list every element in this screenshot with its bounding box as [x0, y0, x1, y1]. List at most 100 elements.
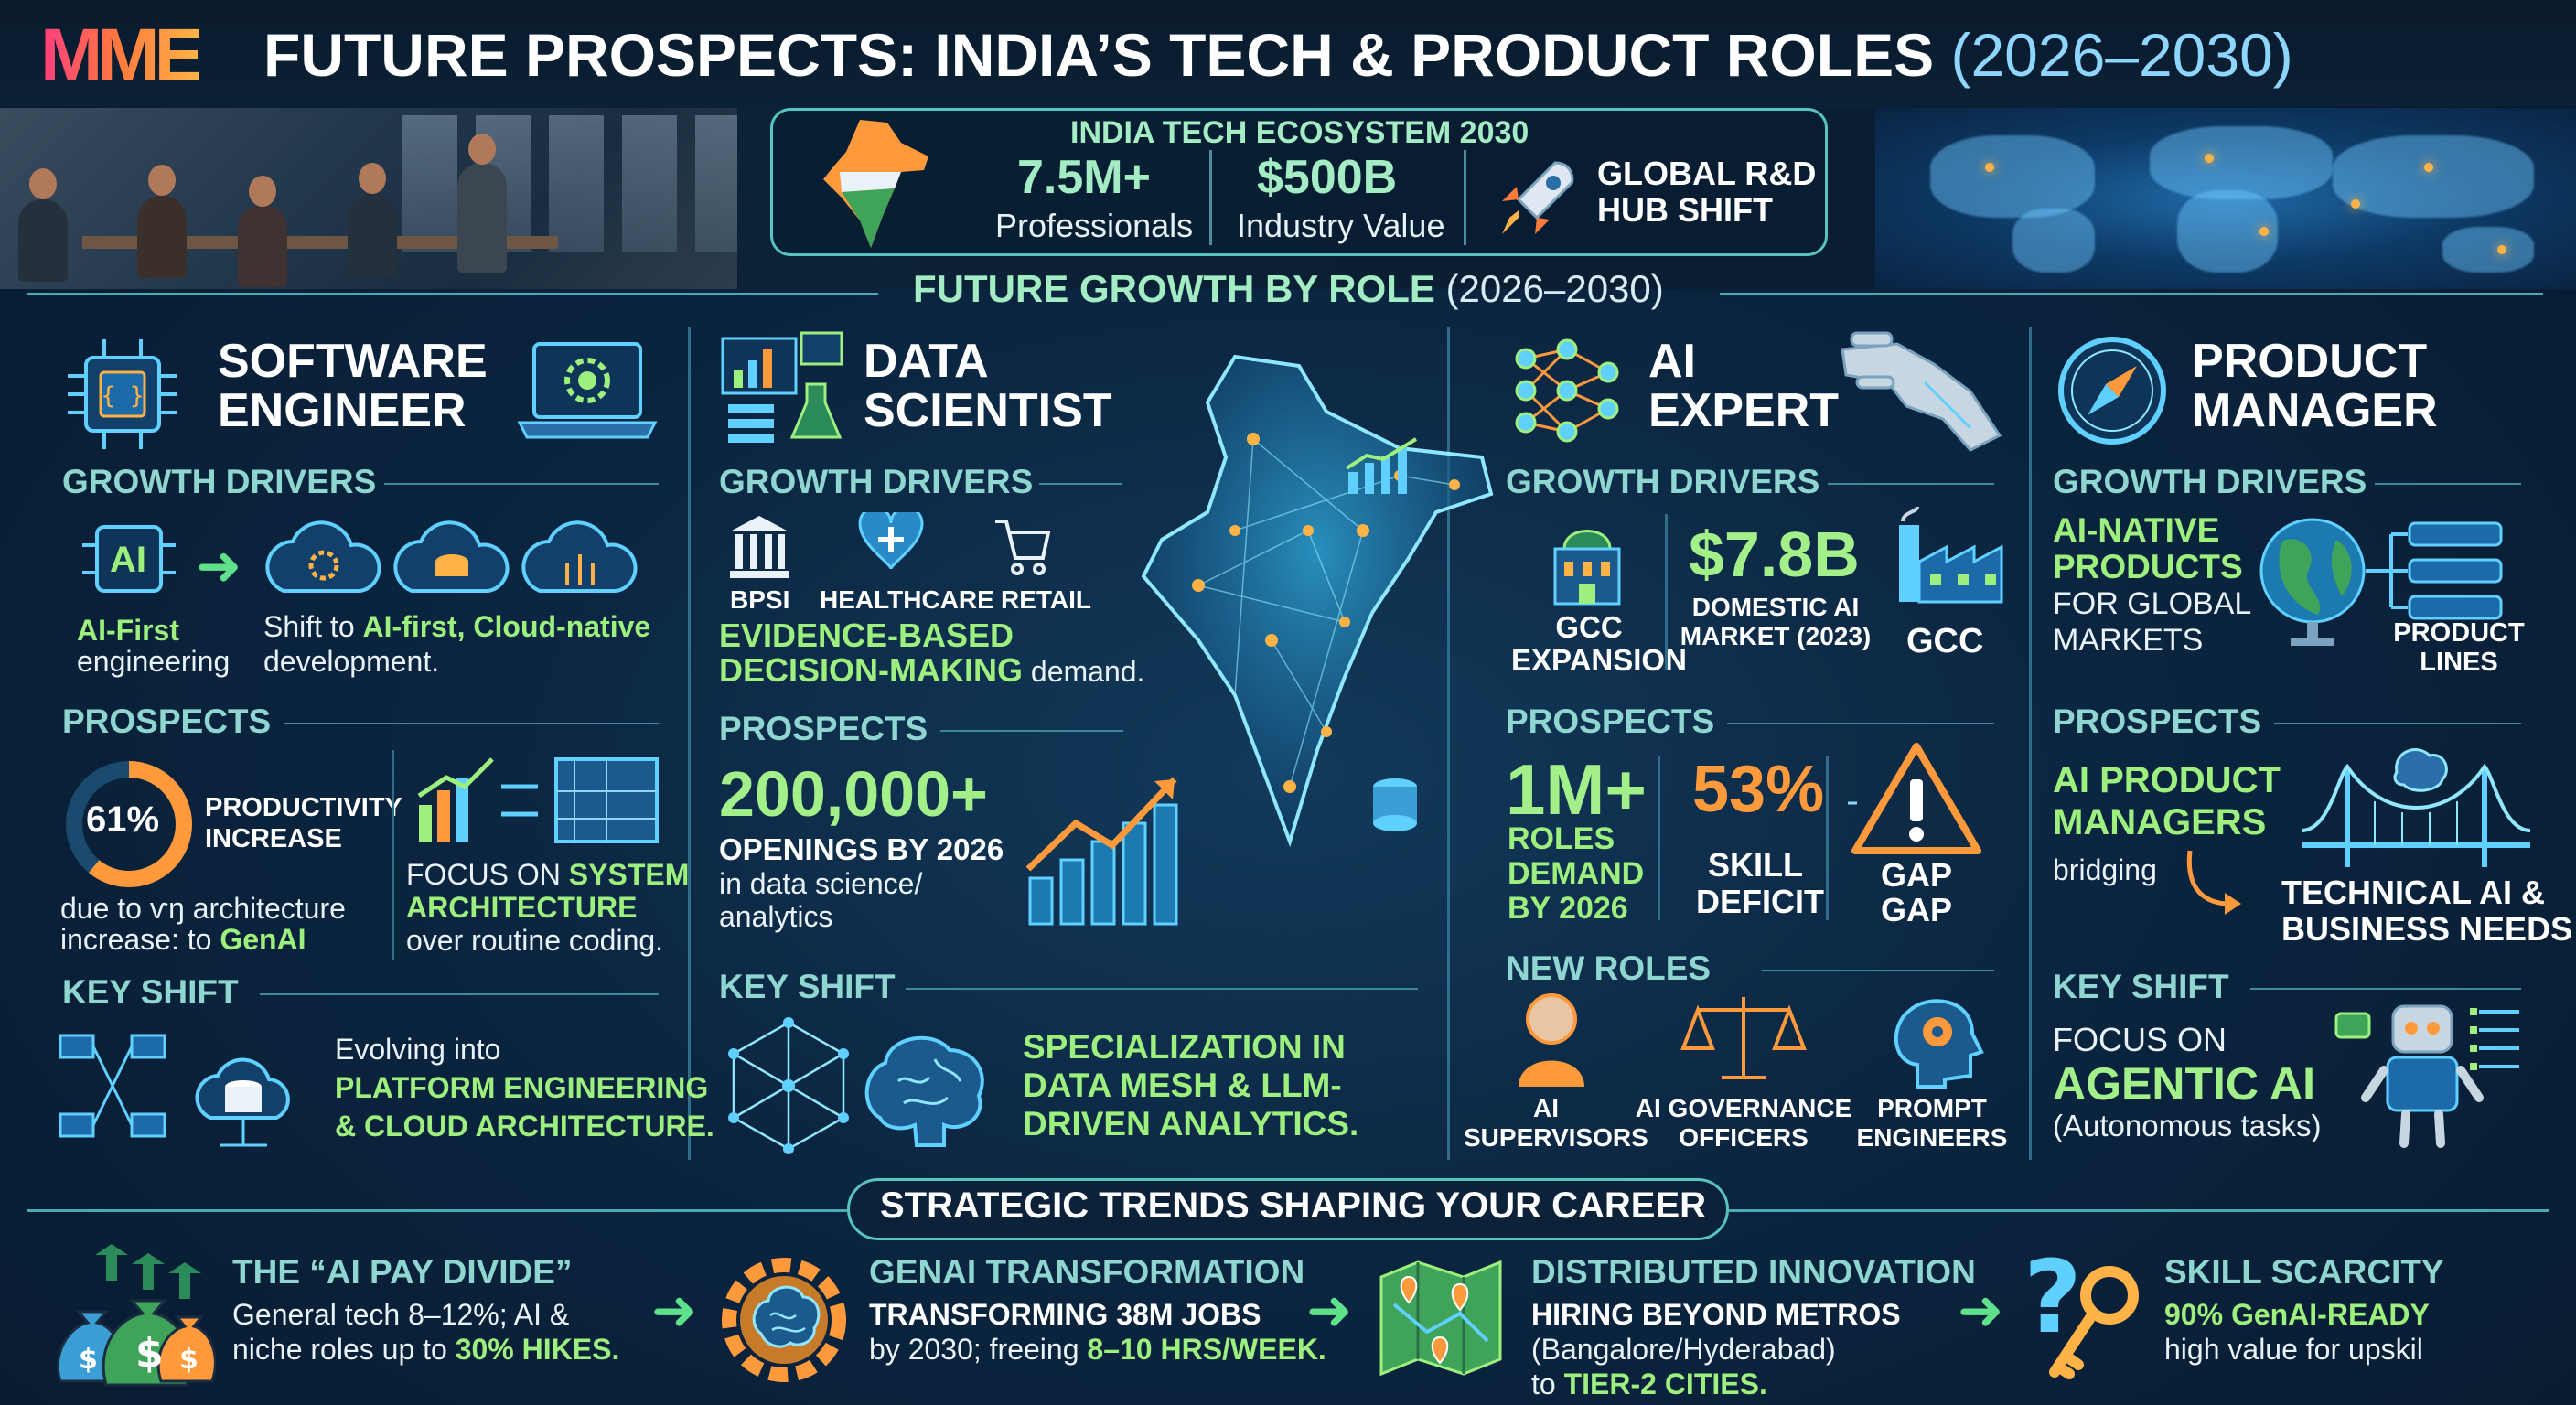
rocket-icon [1502, 161, 1574, 234]
shift-prefix: Shift to [263, 610, 363, 643]
factory-icon [1899, 507, 2003, 604]
spec-line3: DRIVEN ANALYTICS. [1023, 1105, 1359, 1142]
bridging-text: bridging [2053, 853, 2157, 886]
trend1-line2-prefix: niche roles up to [232, 1333, 456, 1366]
globe-stack-icon [2259, 518, 2503, 646]
engineering: engineering [77, 645, 231, 678]
inner-divider [1658, 756, 1660, 920]
svg-text:$: $ [179, 1344, 199, 1376]
healthcare-label: HEALTHCARE [820, 585, 994, 614]
gcc-expansion-line2: EXPANSION [1511, 643, 1687, 677]
native-line4: MARKETS [2053, 623, 2204, 658]
gcc-expansion-line1: GCC [1555, 610, 1623, 644]
spec-line2: DATA MESH & LLM- [1023, 1067, 1342, 1104]
gap-line1: GAP [1880, 856, 1952, 894]
sub-line [1039, 483, 1122, 485]
ai-pm-text: AI PRODUCT MANAGERS [2053, 759, 2281, 843]
role1-line1: AI [1533, 1094, 1559, 1122]
productivity-line1: PRODUCTIVITY [205, 793, 402, 822]
bank-icon [730, 516, 789, 578]
global-rd-label: GLOBAL R&D HUB SHIFT [1597, 156, 1816, 229]
platform: PLATFORM ENGINEERING [335, 1071, 709, 1104]
gap-label: GAP GAP [1877, 858, 1956, 928]
title-years: (2026–2030) [1950, 21, 2293, 89]
due-text: due to ѵŋ architecture increase: to GenA… [60, 893, 346, 955]
trend3-line3-highlight: TIER-2 CITIES. [1563, 1367, 1767, 1400]
growth-chart-icon [1345, 437, 1418, 494]
market-line1: DOMESTIC AI [1691, 593, 1860, 621]
professionals-label: Professionals [995, 207, 1194, 244]
focus-prefix: FOCUS ON [406, 858, 569, 891]
title-line: EXPERT [1648, 384, 1840, 437]
sub-line [384, 483, 659, 485]
title-line: MANAGER [2192, 384, 2438, 437]
role-title-ai-expert: AI EXPERT [1648, 337, 1839, 435]
apm-line2: MANAGERS [2053, 802, 2267, 842]
sub-line [2274, 723, 2521, 724]
evidence-text: EVIDENCE-BASED DECISION-MAKING demand. [719, 618, 1144, 689]
title-text: FUTURE PROSPECTS: INDIA’S TECH & PRODUCT… [263, 21, 1935, 89]
ai-first-label: AI-First engineering [77, 615, 230, 677]
focus-on: FOCUS ON [2053, 1021, 2227, 1058]
ai-first: AI-First [77, 614, 179, 647]
arrow-icon: ➜ [1306, 1280, 1353, 1341]
logo: MME [40, 14, 204, 97]
page-title: FUTURE PROSPECTS: INDIA’S TECH & PRODUCT… [263, 20, 2293, 90]
focus-highlight1: SYSTEM [568, 858, 690, 891]
building-icon [1553, 530, 1621, 606]
inner-divider [1826, 756, 1829, 920]
laptop-gear-icon [517, 342, 658, 439]
openings-sub2: analytics [719, 900, 833, 933]
shift-highlight: AI-first, Cloud-native [362, 610, 651, 643]
openings-sub: in data science/ analytics [719, 867, 922, 933]
sub-head-growth-drivers: GROWTH DRIVERS [1506, 463, 1820, 500]
trend2-line2-highlight: 8–10 HRS/WEEK. [1087, 1333, 1326, 1366]
evidence-suffix: demand. [1023, 655, 1145, 688]
agentic-ai: AGENTIC AI [2053, 1058, 2316, 1110]
arrow-icon: ➜ [196, 535, 242, 596]
inner-divider [1665, 514, 1668, 670]
trend4-text: 90% GenAI-READY high value for upskil [2164, 1297, 2530, 1367]
office-photo [0, 108, 737, 289]
tech-line1: TECHNICAL AI & [2281, 874, 2545, 911]
industry-icons [730, 512, 1051, 578]
sub-line [940, 730, 1123, 732]
product-lines1: PRODUCT [2393, 618, 2525, 648]
industry-value: $500B [1257, 151, 1398, 204]
sub-head-prospects: PROSPECTS [719, 710, 928, 747]
evolving: Evolving into [335, 1033, 501, 1066]
shift-text: Shift to AI-first, Cloud-native developm… [263, 609, 666, 679]
role2-line2: OFFICERS [1679, 1123, 1809, 1152]
roles-line2: DEMAND [1508, 856, 1645, 891]
sub-head-prospects: PROSPECTS [1506, 702, 1715, 740]
svg-text:{ }: { } [102, 382, 145, 410]
section-line-left [27, 293, 878, 295]
productivity-line2: INCREASE [205, 824, 342, 853]
compass-icon [2058, 337, 2166, 445]
sub-head-key-shift: KEY SHIFT [2053, 968, 2229, 1005]
native-line3: FOR GLOBAL [2053, 586, 2252, 621]
role1-label: AI SUPERVISORS [1464, 1094, 1648, 1153]
india-map-icon [823, 120, 928, 248]
shift-suffix: development. [263, 645, 440, 678]
openings-value: 200,000+ [719, 758, 988, 830]
key-question-icon: ? [2023, 1244, 2139, 1379]
global-line1: GLOBAL R&D [1597, 155, 1817, 192]
tech-line2: BUSINESS NEEDS [2281, 910, 2573, 948]
technical-text: TECHNICAL AI & BUSINESS NEEDS [2281, 874, 2572, 948]
trend-line-left [27, 1209, 847, 1212]
trend1-line1: General tech 8–12%; AI & [232, 1298, 570, 1331]
roles-line1: ROLES [1508, 821, 1615, 856]
native-line1: AI-NATIVE [2053, 511, 2220, 549]
inner-divider [392, 750, 394, 960]
title-line: PRODUCT [2192, 335, 2428, 388]
focus-highlight2: ARCHITECTURE [406, 891, 638, 924]
product-lines2: LINES [2420, 648, 2498, 677]
title-line: DATA [864, 335, 989, 388]
market-value: $7.8B [1689, 519, 1860, 590]
robot-icon [2334, 1004, 2519, 1148]
rising-bars-icon [1025, 777, 1178, 926]
trend2-text: TRANSFORMING 38M JOBS by 2030; freeing 8… [869, 1297, 1326, 1367]
ecosystem-title: INDIA TECH ECOSYSTEM 2030 [1070, 115, 1530, 150]
title-line: SOFTWARE [218, 335, 488, 388]
